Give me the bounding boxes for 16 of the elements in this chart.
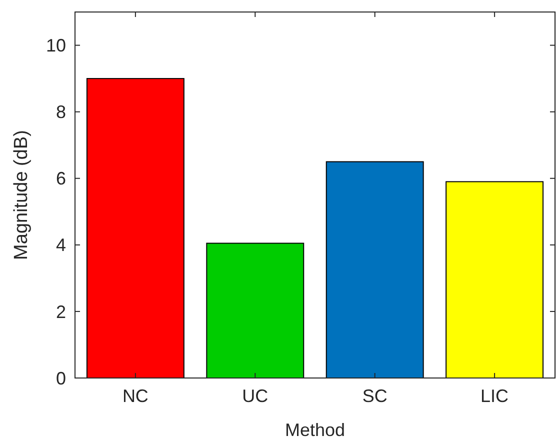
bar: [206, 242, 304, 378]
bar: [86, 78, 184, 378]
bar: [326, 161, 424, 378]
bar: [446, 181, 544, 378]
x-tick-label: LIC: [480, 386, 509, 406]
x-tick-label: NC: [122, 386, 148, 406]
x-tick-label: SC: [362, 386, 388, 406]
y-tick-label: 6: [56, 168, 66, 189]
y-tick-label: 10: [46, 36, 66, 56]
y-tick-label: 4: [56, 235, 66, 256]
y-tick-label: 0: [56, 368, 66, 388]
y-tick-label: 8: [56, 102, 66, 122]
x-axis-title: Method: [284, 420, 346, 439]
y-tick-label: 2: [56, 302, 66, 322]
x-tick-label: UC: [242, 386, 268, 406]
y-axis-title: Magnitude (dB): [11, 130, 32, 260]
